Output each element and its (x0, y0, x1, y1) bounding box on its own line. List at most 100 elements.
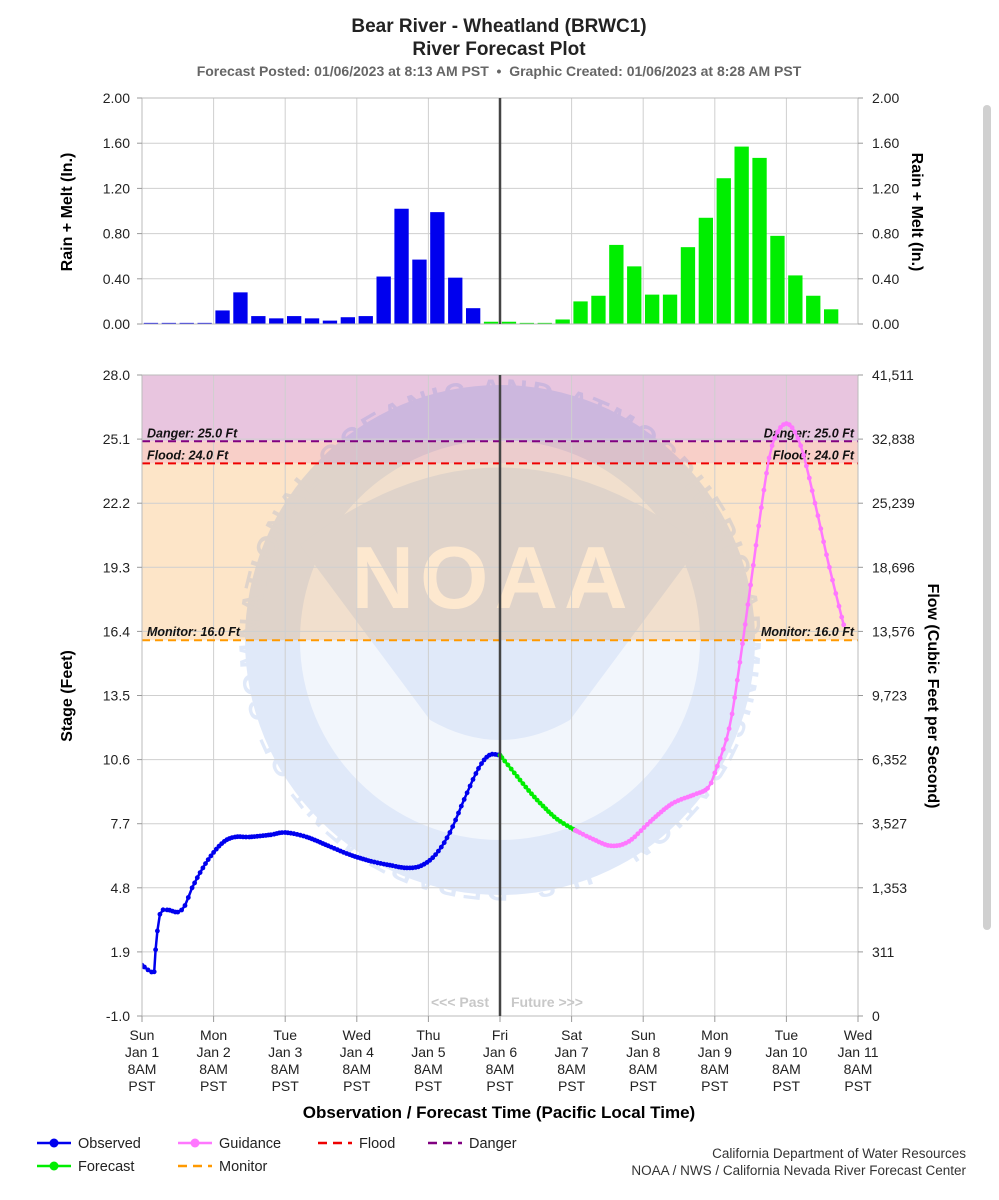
x-tick-time: 8AM (271, 1061, 300, 1077)
precip-bar-observed (161, 322, 177, 324)
x-tick-day: Fri (492, 1027, 508, 1043)
series-point-guidance (638, 828, 644, 834)
precip-bar-forecast (644, 294, 660, 324)
series-point-forecast (517, 777, 523, 783)
series-point-forecast (508, 766, 514, 772)
series-point-guidance (644, 822, 650, 827)
stage-tick-left: -1.0 (106, 1008, 130, 1024)
series-point-observed (160, 907, 166, 913)
threshold-label-right: Monitor: 16.0 Ft (761, 625, 855, 639)
series-point-guidance (815, 513, 821, 519)
series-point-guidance (792, 429, 798, 435)
stage-tick-left: 10.6 (103, 752, 130, 768)
x-tick-day: Wed (343, 1027, 372, 1043)
precip-tick-left: 0.00 (103, 316, 130, 332)
series-point-forecast (514, 774, 520, 779)
x-tick-tz: PST (415, 1078, 443, 1094)
series-point-guidance (833, 591, 839, 596)
legend-label: Forecast (78, 1159, 134, 1175)
x-tick-time: 8AM (414, 1061, 443, 1077)
series-point-observed (473, 771, 479, 776)
x-tick-day: Sun (631, 1027, 656, 1043)
series-point-observed (467, 783, 473, 789)
series-point-observed (456, 810, 461, 816)
series-point-observed (153, 947, 159, 953)
flow-tick-right: 1,353 (872, 880, 907, 896)
threshold-label-right: Danger: 25.0 Ft (764, 426, 855, 440)
series-point-observed (430, 855, 436, 861)
precip-tick-right: 0.00 (872, 316, 899, 332)
stage-tick-left: 7.7 (111, 816, 131, 832)
series-point-guidance (824, 552, 829, 558)
series-point-guidance (753, 542, 759, 548)
series-point-forecast (523, 784, 529, 790)
legend: Observed Guidance Flood Danger Forecast Monit… (37, 1136, 517, 1175)
stage-tick-left: 19.3 (103, 559, 130, 575)
precip-bar-forecast (537, 322, 552, 324)
precip-ylabel-right: Rain + Melt (In.) (908, 153, 925, 272)
precip-bar-observed (376, 276, 391, 324)
precip-bar-observed (412, 259, 427, 324)
stage-tick-left: 16.4 (103, 623, 130, 639)
precip-bar-forecast (662, 294, 678, 324)
precip-tick-right: 0.40 (872, 271, 899, 287)
precip-tick-left: 2.00 (103, 90, 130, 106)
legend-label: Monitor (219, 1159, 268, 1175)
series-point-observed (197, 870, 203, 875)
series-point-guidance (641, 825, 647, 830)
series-point-observed (194, 875, 200, 881)
x-tick-tz: PST (343, 1078, 371, 1094)
stage-tick-left: 1.9 (111, 944, 131, 960)
legend-label: Guidance (219, 1136, 281, 1152)
series-point-forecast (529, 791, 534, 797)
future-label: Future >>> (511, 994, 583, 1010)
legend-swatch-dot (49, 1138, 59, 1148)
series-point-guidance (795, 435, 801, 441)
precip-bar-observed (304, 318, 320, 324)
series-point-guidance (761, 487, 767, 493)
series-point-guidance (839, 614, 845, 620)
series-point-guidance (812, 500, 818, 506)
series-point-forecast (561, 821, 566, 826)
flow-tick-right: 41,511 (872, 367, 914, 383)
threshold-label-left: Flood: 24.0 Ft (147, 448, 229, 462)
series-point-forecast (520, 781, 526, 786)
precip-bar-forecast (591, 295, 606, 324)
precip-bar-forecast (573, 301, 588, 324)
precip-bar-observed (430, 212, 445, 324)
series-point-guidance (772, 435, 778, 441)
precip-bar-observed (465, 308, 481, 324)
series-point-observed (470, 777, 476, 782)
series-point-guidance (745, 602, 751, 607)
threshold-label-left: Danger: 25.0 Ft (147, 426, 238, 440)
x-tick-time: 8AM (199, 1061, 228, 1077)
x-tick-date: Jan 3 (268, 1044, 302, 1060)
precip-bar-observed (286, 316, 302, 324)
legend-label: Flood (359, 1136, 395, 1152)
flow-tick-right: 25,239 (872, 495, 915, 511)
series-point-observed (441, 840, 447, 846)
x-tick-day: Tue (775, 1027, 799, 1043)
series-point-guidance (841, 622, 847, 628)
series-point-guidance (806, 475, 812, 481)
precip-tick-right: 1.20 (872, 180, 899, 196)
precip-bar-observed (448, 277, 463, 324)
x-axis-label: Observation / Forecast Time (Pacific Loc… (303, 1103, 695, 1122)
series-point-guidance (635, 831, 641, 837)
stage-tick-left: 4.8 (111, 880, 131, 896)
series-point-observed (433, 852, 438, 857)
series-point-observed (438, 844, 444, 850)
series-point-forecast (537, 800, 543, 806)
x-tick-day: Sun (130, 1027, 155, 1043)
scrollbar[interactable] (983, 105, 991, 930)
x-tick-tz: PST (844, 1078, 872, 1094)
precip-bar-forecast (823, 309, 839, 324)
flow-tick-right: 6,352 (872, 752, 907, 768)
precip-bar-observed (322, 320, 338, 324)
x-tick-time: 8AM (486, 1061, 515, 1077)
series-point-observed (453, 817, 458, 823)
series-point-guidance (737, 659, 743, 665)
series-point-observed (243, 834, 249, 840)
precip-bar-forecast (770, 235, 785, 324)
